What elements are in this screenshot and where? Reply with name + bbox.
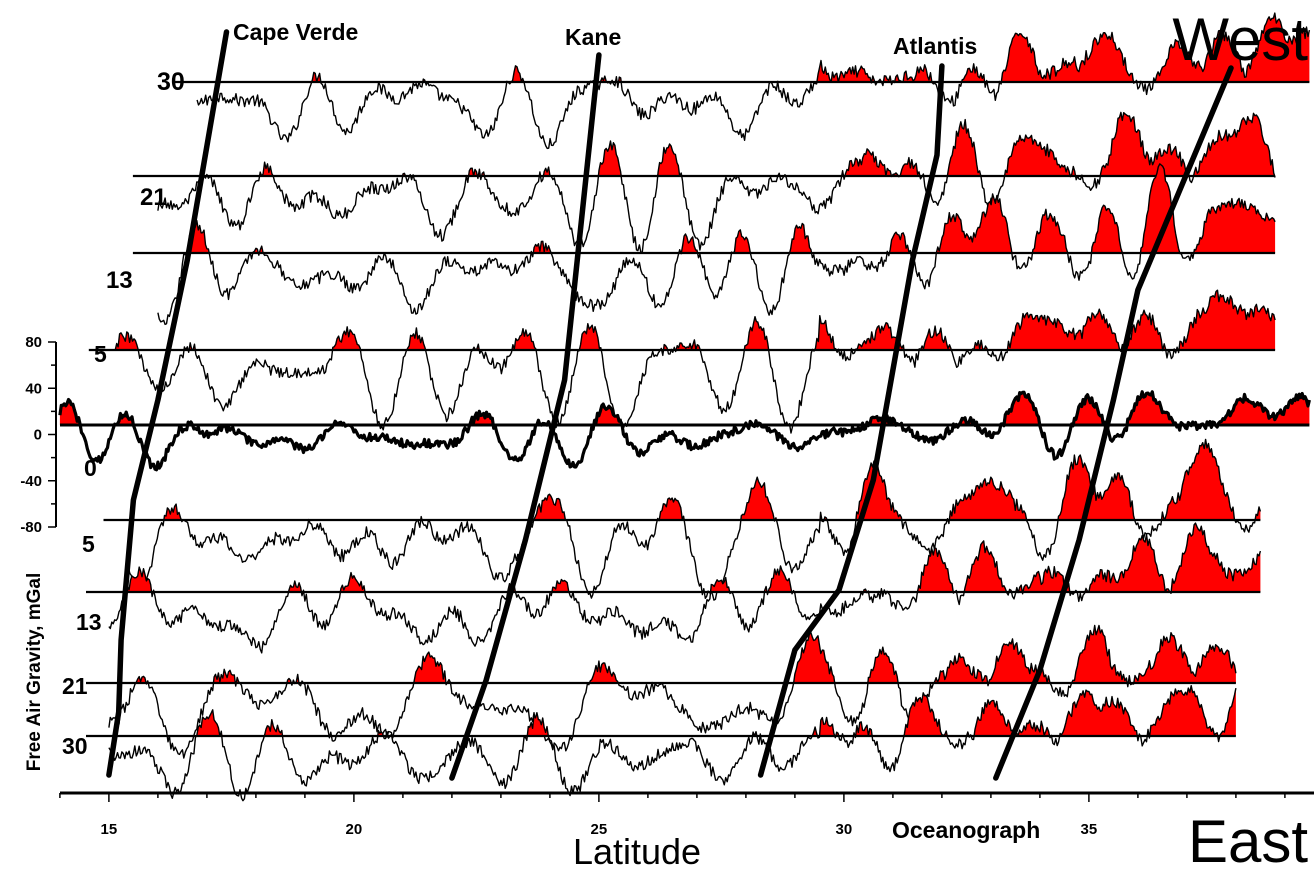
profile-east-21: 21: [62, 624, 1237, 759]
profile-label: 21: [140, 184, 167, 211]
fracture-zone-trace-2: [449, 52, 602, 781]
y-axis-label: Free Air Gravity, mGal: [24, 573, 45, 772]
x-axis-label: Latitude: [573, 831, 701, 869]
axis-ticks: 15 20 25 30 35 80 40 0 -40 -80: [20, 334, 1286, 838]
positive-anomaly-fill: [157, 163, 1276, 253]
fz-label-kane: Kane: [565, 24, 621, 50]
profile-label: 21: [62, 673, 88, 699]
fracture-zone-lines: [106, 29, 1234, 781]
y-tick-label: 40: [25, 380, 42, 397]
fz-label-oceanograph: Oceanograph: [892, 817, 1040, 843]
profile-east-30: 30: [62, 685, 1237, 802]
profiles-layer: 30 21 13 5 0 5 13 21 30: [58, 12, 1311, 802]
profile-label: 0: [84, 455, 97, 481]
x-tick-label: 25: [591, 821, 608, 838]
profile-label: 30: [157, 68, 185, 96]
profile-west-5: 5: [88, 289, 1276, 434]
x-tick-label: 20: [346, 821, 363, 838]
profile-east-5: 5: [82, 438, 1262, 601]
y-tick-label: -80: [20, 519, 42, 536]
anomaly-curve: [108, 685, 1237, 802]
y-tick-label: 0: [34, 427, 42, 444]
positive-anomaly-fill: [108, 523, 1261, 592]
west-label: West: [1172, 6, 1308, 73]
anomaly-curve: [157, 163, 1276, 326]
x-tick-label: 30: [836, 821, 853, 838]
x-tick-label: 35: [1081, 821, 1098, 838]
east-label: East: [1188, 808, 1308, 869]
anomaly-curve: [108, 624, 1237, 759]
anomaly-curve: [58, 390, 1311, 472]
anomaly-curve: [113, 289, 1276, 434]
fracture-zone-trace-4: [993, 65, 1234, 781]
positive-anomaly-fill: [128, 439, 1261, 520]
positive-anomaly-fill: [108, 685, 1236, 736]
profile-east-13: 13: [76, 522, 1262, 654]
text-labels: Latitude Free Air Gravity, mGal West Eas…: [24, 6, 1308, 869]
fracture-zone-trace-3: [757, 63, 945, 778]
x-tick-label: 15: [101, 821, 118, 838]
profile-label: 5: [94, 341, 107, 367]
profile-label: 13: [76, 609, 102, 635]
profile-west-13: 13: [106, 163, 1276, 326]
positive-anomaly-fill: [113, 290, 1276, 350]
profile-label: 5: [82, 531, 95, 557]
anomaly-curve: [157, 111, 1276, 253]
y-tick-label: 80: [25, 334, 42, 351]
profile-label: 30: [62, 733, 88, 759]
positive-anomaly-fill: [59, 391, 1310, 425]
profile-label: 13: [106, 267, 133, 294]
y-tick-label: -40: [20, 473, 42, 490]
profile-west-30: 30: [157, 12, 1311, 150]
fz-label-atlantis: Atlantis: [893, 33, 977, 59]
profile-axis-0: 0: [58, 390, 1311, 481]
fracture-zone-trace-1: [106, 29, 230, 778]
positive-anomaly-fill: [197, 13, 1310, 83]
fz-label-cape-verde: Cape Verde: [233, 19, 358, 45]
positive-anomaly-fill: [108, 625, 1236, 683]
anomaly-curve: [127, 438, 1262, 601]
positive-anomaly-fill: [157, 112, 1276, 176]
anomaly-curve: [196, 12, 1311, 150]
